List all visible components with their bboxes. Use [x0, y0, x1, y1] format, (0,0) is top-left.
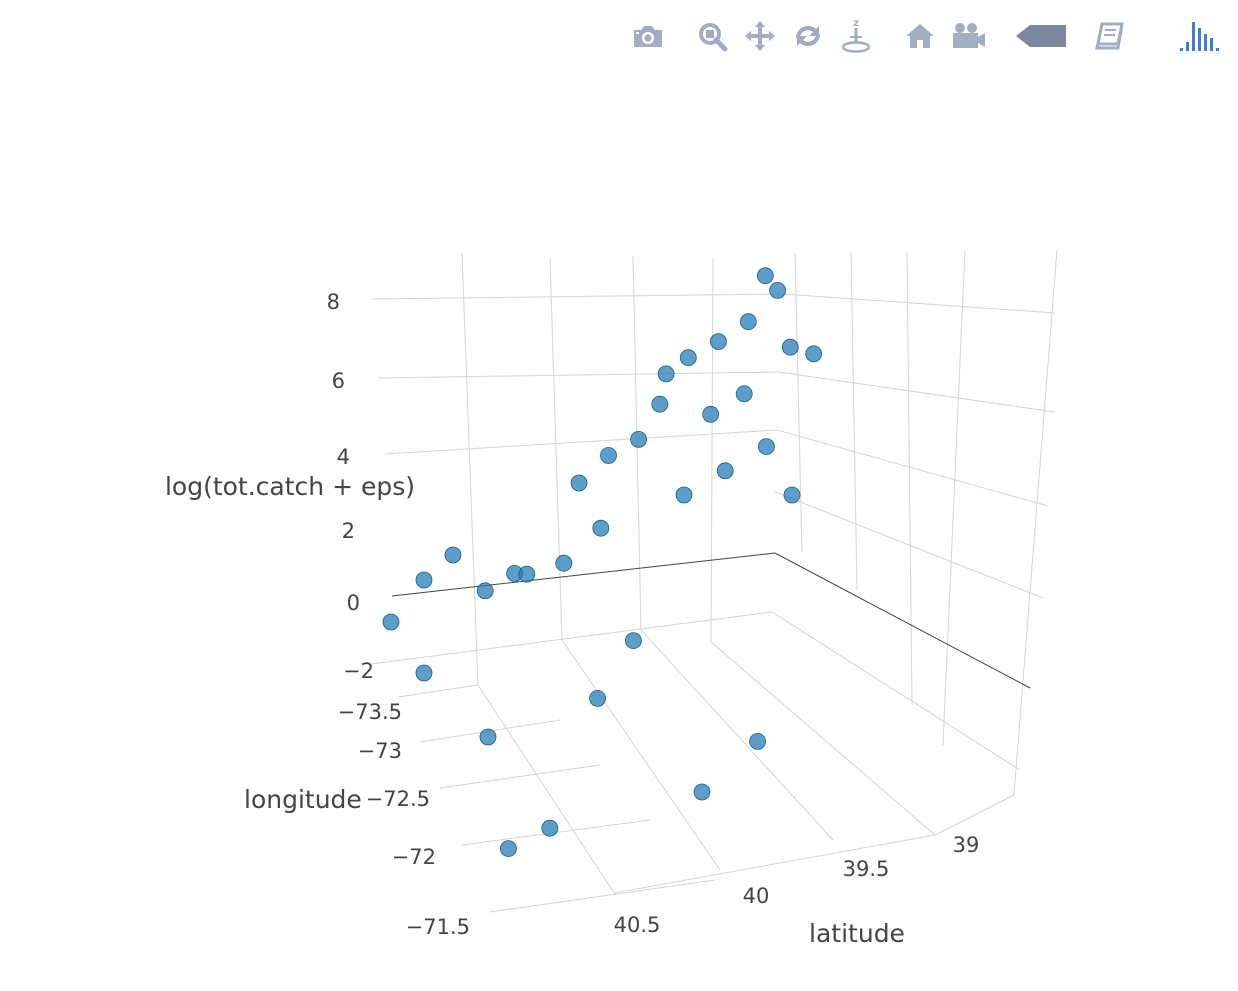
y-tick-label: −71.5 — [406, 915, 470, 939]
data-point[interactable] — [625, 632, 642, 649]
x-tick-label: 40.5 — [614, 913, 661, 937]
data-point[interactable] — [630, 430, 647, 448]
data-point[interactable] — [499, 840, 517, 857]
data-point[interactable] — [805, 345, 823, 363]
x-tick-label: 39 — [953, 833, 980, 857]
data-point[interactable] — [444, 546, 462, 564]
home-icon[interactable] — [900, 14, 940, 58]
data-point[interactable] — [693, 783, 711, 801]
turntable-rotation-icon[interactable]: z — [836, 14, 876, 58]
data-point[interactable] — [657, 365, 675, 383]
data-point[interactable] — [735, 385, 753, 403]
data-point[interactable] — [749, 733, 766, 750]
z-tick-label: 4 — [337, 445, 350, 469]
data-point[interactable] — [716, 462, 734, 480]
data-point[interactable] — [769, 281, 786, 299]
data-point[interactable] — [518, 565, 536, 583]
y-tick-label: −73 — [358, 739, 402, 763]
y-axis-title: longitude — [244, 785, 362, 814]
zoom-icon[interactable] — [692, 14, 732, 58]
z-axis-title: log(tot.catch + eps) — [165, 472, 415, 501]
y-tick-label: −72.5 — [366, 787, 430, 811]
y-tick-label: −72 — [392, 845, 436, 869]
data-point[interactable] — [781, 338, 799, 356]
data-point[interactable] — [600, 447, 617, 464]
data-point[interactable] — [570, 474, 588, 492]
data-point[interactable] — [739, 313, 757, 331]
data-point[interactable] — [675, 486, 693, 504]
z-tick-label: 6 — [332, 369, 345, 393]
modebar: z — [620, 14, 1230, 58]
z-axis-ticks: 8 6 4 2 0 −2 — [327, 290, 374, 683]
data-point[interactable] — [382, 613, 400, 631]
data-point[interactable] — [651, 395, 669, 413]
zero-plane-lines — [391, 552, 1031, 689]
orbit-rotation-icon[interactable] — [788, 14, 828, 58]
x-tick-label: 39.5 — [843, 857, 890, 881]
camera-video-icon[interactable] — [948, 14, 988, 58]
data-point[interactable] — [476, 582, 494, 600]
data-point[interactable] — [679, 349, 697, 367]
hover-tag-icon[interactable] — [1012, 14, 1068, 58]
grid-lines — [370, 249, 1058, 913]
data-point[interactable] — [783, 486, 801, 504]
z-tick-label: 8 — [327, 290, 340, 314]
data-point[interactable] — [756, 267, 774, 285]
svg-text:z: z — [853, 18, 859, 29]
data-point[interactable] — [758, 438, 775, 456]
z-tick-label: 2 — [342, 519, 355, 543]
data-point[interactable] — [415, 571, 433, 589]
y-axis-ticks: −73.5 −73 −72.5 −72 −71.5 — [338, 700, 470, 939]
y-tick-label: −73.5 — [338, 700, 402, 724]
camera-icon[interactable] — [628, 14, 668, 58]
x-axis-title: latitude — [809, 919, 905, 948]
data-point[interactable] — [702, 405, 720, 423]
data-point[interactable] — [479, 728, 497, 746]
data-point[interactable] — [592, 519, 610, 537]
x-tick-label: 40 — [743, 884, 770, 908]
data-point[interactable] — [541, 819, 559, 837]
plotly-logo-icon[interactable] — [1176, 14, 1228, 58]
data-point[interactable] — [555, 554, 573, 572]
data-point[interactable] — [589, 690, 606, 707]
pan-icon[interactable] — [740, 14, 780, 58]
z-tick-label: −2 — [343, 659, 374, 683]
book-icon[interactable] — [1090, 14, 1130, 58]
z-tick-label: 0 — [347, 591, 360, 615]
data-point[interactable] — [415, 664, 433, 682]
data-points — [382, 267, 823, 857]
data-point[interactable] — [710, 333, 727, 351]
x-axis-ticks: 39 39.5 40 40.5 — [614, 833, 980, 937]
